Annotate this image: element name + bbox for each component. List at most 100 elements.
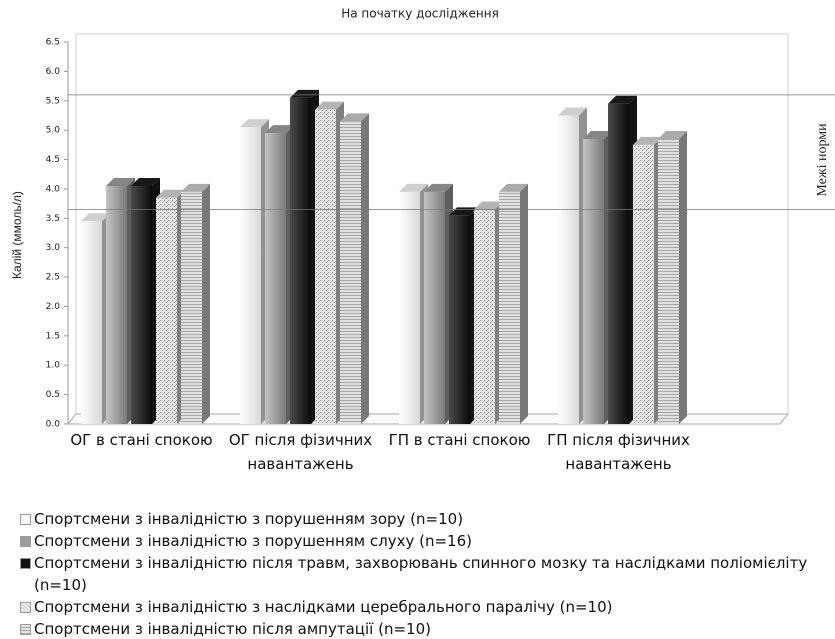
- bar-top: [608, 95, 637, 104]
- bar-top: [315, 101, 344, 110]
- bar-front: [290, 97, 311, 424]
- bar: [583, 130, 612, 424]
- y-tick-label: 6.0: [46, 67, 61, 77]
- bar-top: [474, 201, 503, 210]
- bar-top: [558, 107, 587, 116]
- y-tick-label: 0.0: [46, 420, 61, 430]
- legend-label: Спортсмени з інвалідністю після ампутаці…: [34, 620, 431, 638]
- bar-front: [583, 138, 604, 424]
- bar-top: [265, 125, 294, 134]
- bar: [340, 113, 369, 424]
- bar-top: [424, 183, 453, 192]
- bar: [449, 207, 478, 424]
- bar-side: [679, 130, 687, 424]
- bar-front: [633, 144, 654, 424]
- legend-item: Спортсмени з інвалідністю з порушенням с…: [20, 530, 810, 552]
- bar-top: [633, 136, 662, 145]
- legend-item: Спортсмени з інвалідністю з наслідками ц…: [20, 596, 810, 618]
- bar-top: [290, 89, 319, 98]
- y-tick-label: 1.0: [46, 361, 61, 371]
- bar: [106, 177, 135, 424]
- bar-front: [265, 133, 286, 425]
- legend-swatch: [20, 558, 31, 569]
- bar: [608, 95, 637, 424]
- bar: [315, 101, 344, 424]
- legend-swatch: [20, 514, 31, 525]
- bar-front: [399, 191, 420, 424]
- bar: [131, 177, 160, 424]
- bar-front: [131, 185, 152, 424]
- bar-top: [399, 183, 428, 192]
- chart-title: На початку дослідження: [341, 7, 499, 21]
- y-tick-label: 5.0: [46, 126, 61, 136]
- bar: [658, 130, 687, 424]
- bar: [240, 119, 269, 424]
- x-tick-label: ГП після фізичних навантажень: [547, 431, 690, 473]
- bar-front: [240, 127, 261, 424]
- bar-front: [181, 191, 202, 424]
- y-tick-label: 4.5: [46, 155, 60, 165]
- legend-swatch: [20, 536, 31, 547]
- legend-item: Спортсмени з інвалідністю після ампутаці…: [20, 618, 810, 639]
- bar-side: [520, 183, 528, 424]
- bar: [81, 213, 110, 424]
- y-tick-label: 6.5: [46, 38, 60, 48]
- bar-front: [315, 109, 336, 424]
- bar: [290, 89, 319, 424]
- legend-item: Спортсмени з інвалідністю з порушенням з…: [20, 508, 810, 530]
- bar-front: [81, 221, 102, 424]
- bar-top: [658, 130, 687, 139]
- legend-label: Спортсмени з інвалідністю після травм, з…: [34, 554, 808, 594]
- bar: [474, 201, 503, 424]
- bar: [633, 136, 662, 424]
- bar-front: [608, 103, 629, 424]
- y-tick-label: 3.0: [46, 243, 61, 253]
- legend-item: Спортсмени з інвалідністю після травм, з…: [20, 552, 810, 596]
- y-tick-label: 0.5: [46, 390, 60, 400]
- bar-front: [106, 185, 127, 424]
- bar-top: [81, 213, 110, 222]
- legend-label: Спортсмени з інвалідністю з порушенням с…: [34, 532, 472, 550]
- bar-front: [499, 191, 520, 424]
- annotation: Межі норми: [815, 123, 830, 197]
- bar-top: [131, 177, 160, 186]
- y-tick-label: 5.5: [46, 96, 60, 106]
- legend-swatch: [20, 624, 31, 635]
- legend-label: Спортсмени з інвалідністю з порушенням з…: [34, 510, 464, 528]
- bar-side: [361, 113, 369, 424]
- bar-front: [658, 138, 679, 424]
- bar-top: [583, 130, 612, 139]
- y-tick-label: 2.0: [46, 302, 61, 312]
- x-tick-label: ГП в стані спокою: [388, 431, 531, 449]
- y-tick-label: 2.5: [46, 273, 60, 283]
- y-tick-label: 3.5: [46, 214, 60, 224]
- bar-top: [499, 183, 528, 192]
- bar-front: [156, 197, 177, 424]
- bar: [181, 183, 210, 424]
- bar: [156, 189, 185, 424]
- legend-label: Спортсмени з інвалідністю з наслідками ц…: [34, 598, 613, 616]
- bar-top: [106, 177, 135, 186]
- legend: Спортсмени з інвалідністю з порушенням з…: [20, 508, 810, 639]
- bar: [399, 183, 428, 424]
- bar-top: [156, 189, 185, 198]
- bar: [558, 107, 587, 424]
- bar-top: [240, 119, 269, 128]
- bar: [499, 183, 528, 424]
- x-tick-label: ОГ в стані спокою: [70, 431, 213, 449]
- bar-top: [340, 113, 369, 122]
- y-tick-label: 4.0: [46, 184, 61, 194]
- y-axis-label: Калій (ммоль/л): [10, 191, 24, 279]
- x-tick-label: ОГ після фізичних навантажень: [228, 431, 373, 473]
- bar-front: [449, 215, 470, 424]
- bar-front: [424, 191, 445, 424]
- bar: [424, 183, 453, 424]
- bar-front: [474, 209, 495, 424]
- bar: [265, 125, 294, 425]
- y-tick-label: 1.5: [46, 331, 60, 341]
- bar-front: [558, 115, 579, 424]
- bar-top: [181, 183, 210, 192]
- bar-front: [340, 121, 361, 424]
